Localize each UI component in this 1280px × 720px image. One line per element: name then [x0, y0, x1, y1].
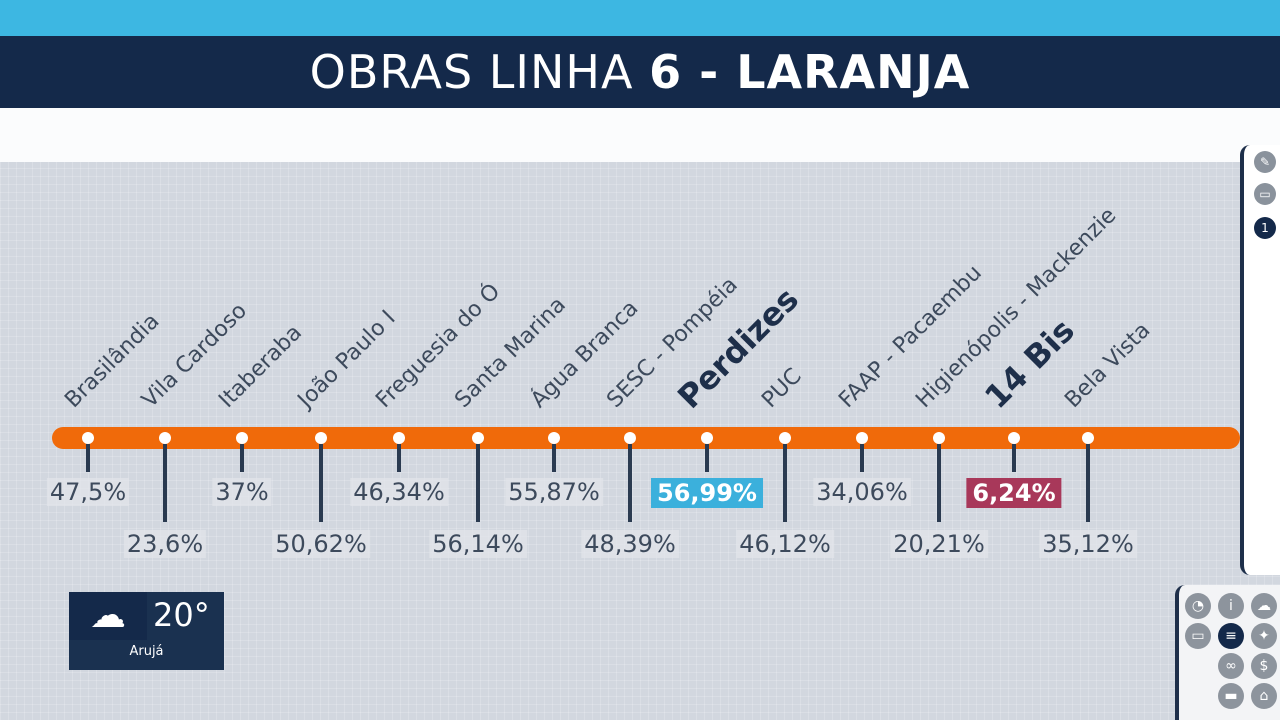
station-dot: [82, 432, 94, 444]
station-progress: 55,87%: [505, 478, 603, 506]
map-icon[interactable]: ◔: [1185, 593, 1211, 619]
dollar-icon[interactable]: $: [1251, 653, 1277, 679]
station-tick: [319, 444, 323, 522]
station-tick: [1012, 444, 1016, 472]
station-name: PUC: [757, 363, 807, 413]
chat-icon[interactable]: ▬: [1218, 683, 1244, 709]
cloud-icon[interactable]: ☁: [1251, 593, 1277, 619]
station-tick: [860, 444, 864, 472]
station-progress: 56,99%: [651, 478, 763, 508]
page-title: OBRAS LINHA 6 - LARANJA: [0, 36, 1280, 108]
station-dot: [779, 432, 791, 444]
icon-grid-panel: ◔ i ☁ ▭ ≡ ✦ ∞ $ ▬ ⌂: [1175, 585, 1280, 720]
top-stripe: [0, 0, 1280, 36]
station-dot: [315, 432, 327, 444]
station-tick: [1086, 444, 1090, 522]
station-tick: [240, 444, 244, 472]
station-tick: [783, 444, 787, 522]
station-progress: 20,21%: [890, 530, 988, 558]
station-dot: [472, 432, 484, 444]
traffic-icon[interactable]: ▭: [1185, 623, 1211, 649]
station-tick: [552, 444, 556, 472]
station-progress: 35,12%: [1039, 530, 1137, 558]
title-line: 6 - LARANJA: [649, 45, 971, 99]
title-prefix: OBRAS LINHA: [309, 45, 650, 99]
station-progress: 56,14%: [429, 530, 527, 558]
station-dot: [1082, 432, 1094, 444]
home-icon[interactable]: ⌂: [1251, 683, 1277, 709]
station-tick: [705, 444, 709, 472]
running-icon[interactable]: ✦: [1251, 623, 1277, 649]
station-progress: 48,39%: [581, 530, 679, 558]
weather-widget: ☁ 20° Arujá: [69, 592, 224, 670]
station-progress: 34,06%: [813, 478, 911, 506]
station-dot: [933, 432, 945, 444]
screen-icon[interactable]: ▭: [1254, 183, 1276, 205]
city-name: Arujá: [129, 644, 164, 659]
info-icon[interactable]: 1: [1254, 217, 1276, 239]
station-dot: [159, 432, 171, 444]
station-progress: 46,12%: [736, 530, 834, 558]
station-tick: [163, 444, 167, 522]
right-panel: ✎ ▭ 1: [1240, 145, 1280, 575]
pencil-icon[interactable]: ✎: [1254, 151, 1276, 173]
metro-line-bar: [52, 427, 1240, 449]
station-progress: 46,34%: [350, 478, 448, 506]
cloud-icon: ☁: [69, 592, 147, 640]
header-strip: [0, 108, 1280, 162]
station-progress: 37%: [212, 478, 272, 506]
station-tick: [628, 444, 632, 522]
temperature: 20°: [153, 596, 210, 634]
station-dot: [1008, 432, 1020, 444]
station-progress: 47,5%: [46, 478, 130, 506]
station-tick: [476, 444, 480, 522]
station-dot: [856, 432, 868, 444]
station-progress: 6,24%: [966, 478, 1062, 508]
station-tick: [397, 444, 401, 472]
station-tick: [937, 444, 941, 522]
link-icon[interactable]: ∞: [1218, 653, 1244, 679]
station-dot: [236, 432, 248, 444]
station-dot: [548, 432, 560, 444]
menu-icon[interactable]: ≡: [1218, 623, 1244, 649]
station-name: FAAP - Pacaembu: [834, 260, 987, 413]
station-progress: 23,6%: [123, 530, 207, 558]
person-icon[interactable]: i: [1218, 593, 1244, 619]
station-dot: [624, 432, 636, 444]
station-dot: [393, 432, 405, 444]
station-progress: 50,62%: [272, 530, 370, 558]
station-dot: [701, 432, 713, 444]
station-tick: [86, 444, 90, 472]
